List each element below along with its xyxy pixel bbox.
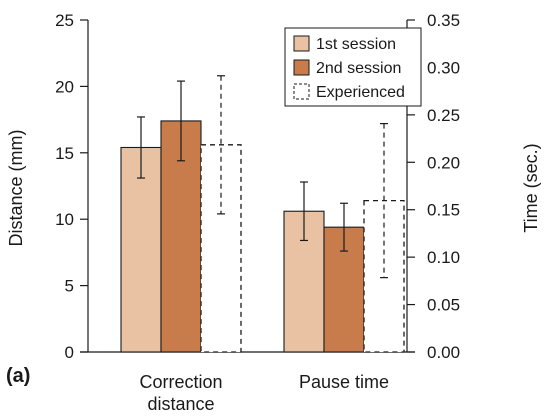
y-right-tick-label: 0.10 (427, 248, 460, 267)
y-axis-left-title: Distance (mm) (6, 129, 26, 246)
x-category-label: Pause time (299, 372, 389, 392)
y-right-tick-label: 0.25 (427, 106, 460, 125)
panel-label: (a) (6, 365, 30, 387)
legend-swatch (293, 83, 310, 100)
y-left-tick-label: 5 (65, 277, 74, 296)
legend-label: 1st session (316, 36, 396, 53)
y-left-tick-label: 10 (55, 210, 74, 229)
y-right-tick-label: 0.05 (427, 296, 460, 315)
y-axis-right-title: Time (sec.) (521, 143, 541, 232)
error-bars (137, 75, 388, 279)
legend-swatch (293, 59, 310, 76)
y-left-tick-label: 15 (55, 144, 74, 163)
x-category-label: Correction (139, 372, 222, 392)
legend: 1st session 2nd session Experienced (284, 27, 422, 107)
axes: 0 5 10 15 20 25 0.00 0.05 0.10 0.15 0.20 0.25 0.30 0.… (55, 11, 460, 414)
y-left-tick-label: 0 (65, 343, 74, 362)
x-category-label: distance (147, 394, 214, 414)
y-right-tick-label: 0.20 (427, 153, 460, 172)
bars (120, 120, 405, 353)
y-left-tick-label: 20 (55, 77, 74, 96)
y-right-tick-label: 0.30 (427, 58, 460, 77)
y-right-tick-label: 0.15 (427, 201, 460, 220)
y-right-tick-label: 0.00 (427, 343, 460, 362)
legend-label: Experienced (316, 84, 405, 101)
y-left-tick-label: 25 (55, 11, 74, 30)
legend-swatch (293, 35, 310, 52)
y-right-tick-label: 0.35 (427, 11, 460, 30)
legend-label: 2nd session (316, 60, 401, 77)
bar-1st-session (120, 146, 162, 353)
